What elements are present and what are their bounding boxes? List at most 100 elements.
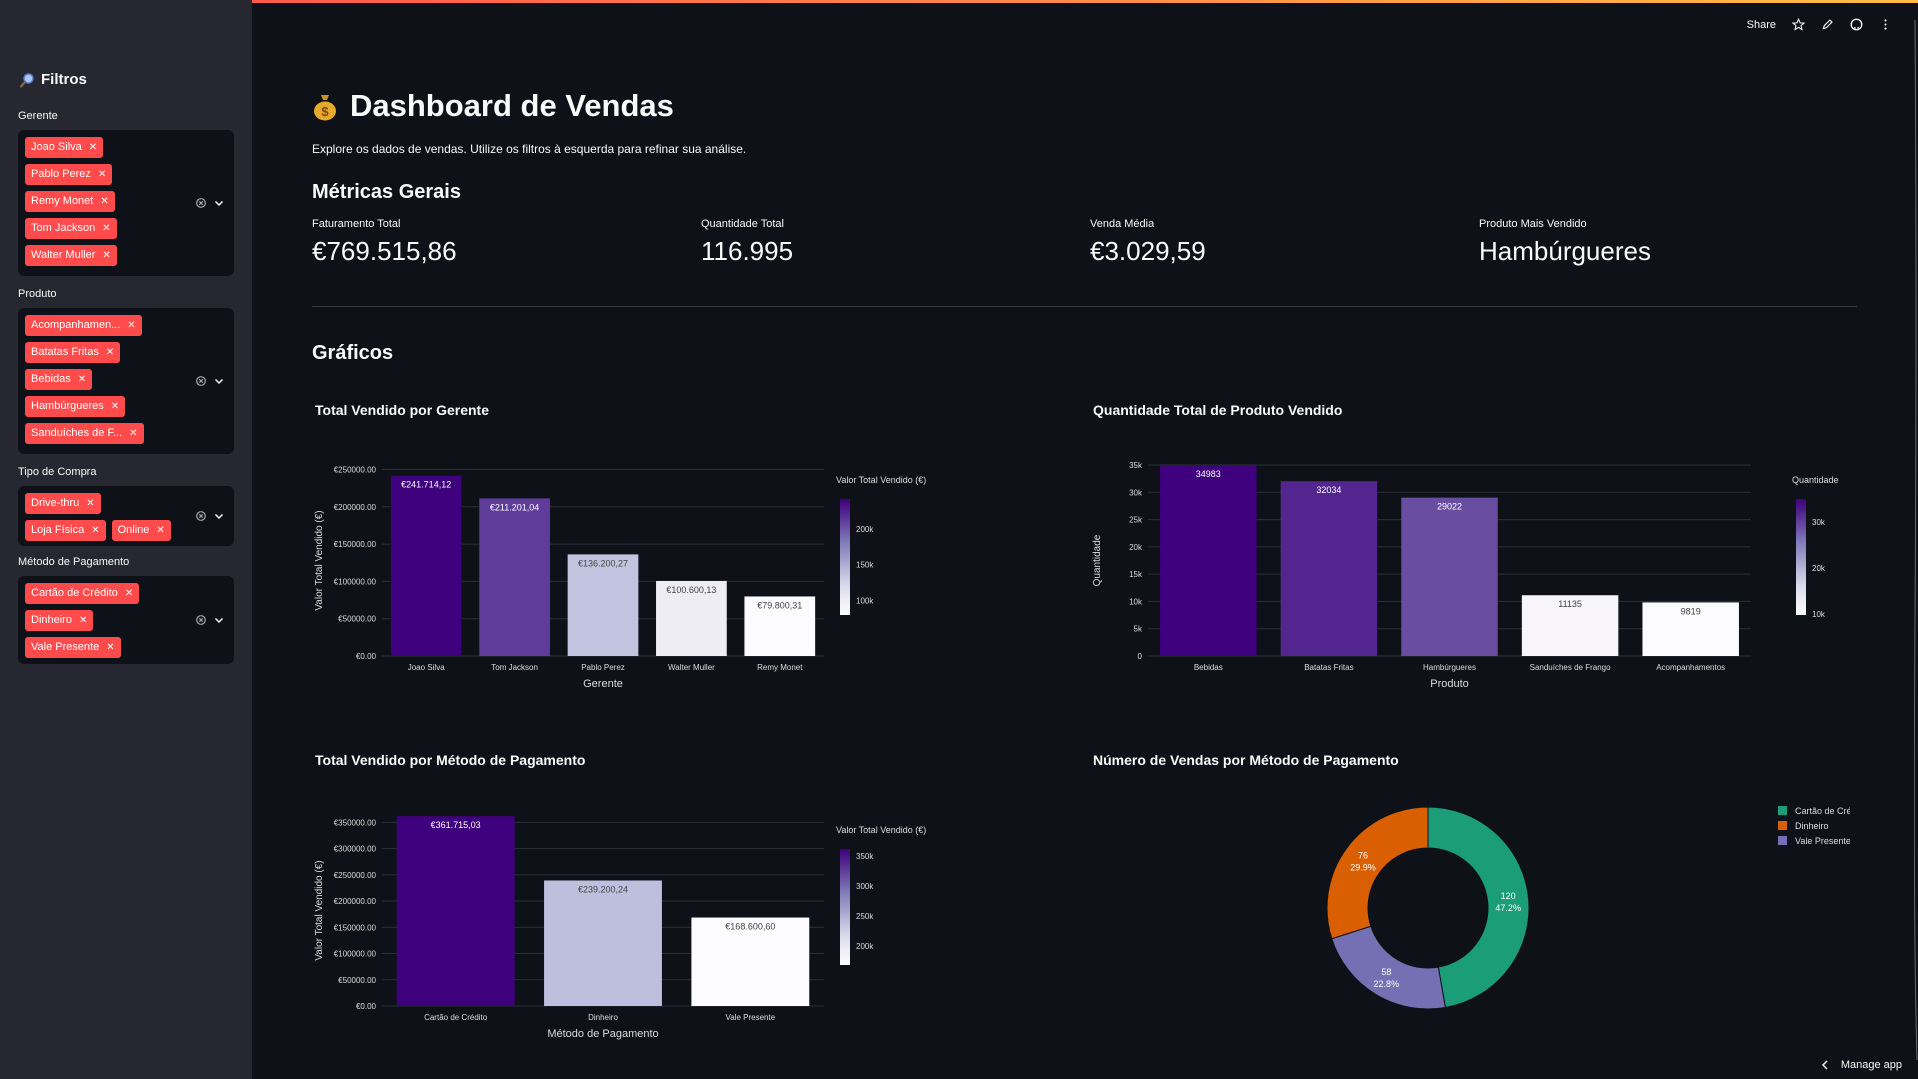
edit-icon[interactable] <box>1821 18 1834 31</box>
bar-value-label: €239.200,24 <box>578 884 628 894</box>
chevron-down-icon[interactable] <box>214 376 224 386</box>
metric-label: Quantidade Total <box>701 218 784 230</box>
remove-tag-icon[interactable]: ✕ <box>77 374 87 385</box>
remove-tag-icon[interactable]: ✕ <box>100 196 109 207</box>
remove-tag-icon[interactable]: ✕ <box>105 347 115 358</box>
filter-tag[interactable]: Pablo Perez ✕ <box>25 164 113 185</box>
chevron-left-icon <box>1821 1060 1828 1070</box>
clear-all-icon[interactable] <box>196 615 206 625</box>
chevron-down-icon[interactable] <box>214 615 224 625</box>
x-tick-label: Hambúrgueres <box>1423 663 1476 672</box>
multiselect[interactable]: Cartão de Crédito ✕ Dinheiro ✕ Vale Presente… <box>18 576 234 664</box>
bar-value-label: €79.800,31 <box>757 600 802 610</box>
multiselect[interactable]: Acompanhamen... ✕ Batatas Fritas ✕ Bebidas ✕ H… <box>18 308 234 454</box>
colorbar-tick-label: 30k <box>1812 518 1826 527</box>
chevron-down-icon[interactable] <box>214 511 224 521</box>
remove-tag-icon[interactable]: ✕ <box>78 615 88 626</box>
page-description: Explore os dados de vendas. Utilize os f… <box>312 142 747 156</box>
legend-swatch <box>1778 836 1787 845</box>
chart-produto[interactable]: 0 5k 10k 15k 20k 25k 30k 35k Quantidade 34983 Bebi… <box>1090 440 1850 710</box>
page-title-text: Dashboard de Vendas <box>350 88 674 123</box>
chart-title-pagamento: Total Vendido por Método de Pagamento <box>315 752 586 768</box>
x-tick-label: Pablo Perez <box>581 663 625 672</box>
star-icon[interactable] <box>1792 18 1805 31</box>
filter-tag-label: Tom Jackson <box>31 222 96 234</box>
remove-tag-icon[interactable]: ✕ <box>127 320 136 331</box>
filter-tag[interactable]: Vale Presente ✕ <box>25 637 121 658</box>
chevron-down-icon[interactable] <box>214 198 224 208</box>
colorbar-tick-label: 200k <box>856 525 874 534</box>
bar <box>744 596 816 656</box>
slice-percent-label: 22.8% <box>1374 979 1400 989</box>
filter-tag[interactable]: Walter Muller ✕ <box>25 245 117 266</box>
y-tick-label: 35k <box>1129 461 1143 470</box>
filter-tag[interactable]: Online ✕ <box>111 520 171 541</box>
github-icon[interactable] <box>1850 18 1863 31</box>
filter-tag[interactable]: Remy Monet ✕ <box>25 191 115 212</box>
slice-value-label: 120 <box>1501 891 1516 901</box>
colorbar-tick-label: 150k <box>856 561 874 570</box>
bar <box>656 580 727 656</box>
remove-tag-icon[interactable]: ✕ <box>88 142 98 153</box>
x-tick-label: Cartão de Crédito <box>424 1013 488 1022</box>
bar-value-label: 11135 <box>1558 599 1582 609</box>
pie-slice <box>1326 806 1429 940</box>
filter-tag-label: Remy Monet <box>31 195 94 207</box>
filter-tag-label: Drive-thru <box>31 497 80 509</box>
y-tick-label: €150000.00 <box>334 540 377 549</box>
scroll-indicator[interactable] <box>1914 20 1918 1060</box>
bar <box>1642 602 1739 656</box>
remove-tag-icon[interactable]: ✕ <box>124 588 134 599</box>
x-tick-label: Dinheiro <box>588 1013 618 1022</box>
metric-quantidade: Quantidade Total 116.995 <box>701 218 793 267</box>
colorbar-title: Valor Total Vendido (€) <box>836 475 926 485</box>
legend-swatch <box>1778 806 1787 815</box>
clear-all-icon[interactable] <box>196 198 206 208</box>
multiselect[interactable]: Drive-thru ✕ Loja Física ✕ Online ✕ <box>18 486 234 546</box>
remove-tag-icon[interactable]: ✕ <box>97 169 107 180</box>
remove-tag-icon[interactable]: ✕ <box>91 525 100 536</box>
filter-tag[interactable]: Dinheiro ✕ <box>25 610 94 631</box>
metric-value: €3.029,59 <box>1090 236 1206 266</box>
chart-title-produto: Quantidade Total de Produto Vendido <box>1093 402 1343 418</box>
x-axis-label: Produto <box>1430 678 1469 690</box>
remove-tag-icon[interactable]: ✕ <box>86 498 95 509</box>
filter-tag[interactable]: Hambúrgueres ✕ <box>25 396 126 417</box>
filter-tag[interactable]: Batatas Fritas ✕ <box>25 342 121 363</box>
filter-label: Produto <box>18 288 57 300</box>
remove-tag-icon[interactable]: ✕ <box>106 642 115 653</box>
multiselect[interactable]: Joao Silva ✕ Pablo Perez ✕ Remy Monet ✕ Tom Ja… <box>18 130 234 276</box>
remove-tag-icon[interactable]: ✕ <box>102 250 111 261</box>
remove-tag-icon[interactable]: ✕ <box>129 428 138 439</box>
x-tick-label: Joao Silva <box>408 663 445 672</box>
remove-tag-icon[interactable]: ✕ <box>102 223 111 234</box>
remove-tag-icon[interactable]: ✕ <box>110 401 120 412</box>
clear-all-icon[interactable] <box>196 376 206 386</box>
bar-value-label: €100.600,13 <box>666 585 716 595</box>
filter-tag[interactable]: Loja Física ✕ <box>25 520 106 541</box>
top-decoration-bar <box>0 0 1918 3</box>
share-button[interactable]: Share <box>1746 18 1776 31</box>
chart-pagamento[interactable]: €0.00 €50000.00 €100000.00 €150000.00 €20000… <box>312 790 1072 1060</box>
filter-tag[interactable]: Joao Silva ✕ <box>25 137 104 158</box>
chart-vendas-pie[interactable]: 120 47.2% 58 22.8% 76 29.9% Cartão de Crédito D… <box>1090 790 1850 1020</box>
chart-gerente[interactable]: €0.00 €50000.00 €100000.00 €150000.00 €20000… <box>312 440 1072 710</box>
colorbar-tick-label: 10k <box>1812 610 1826 619</box>
y-tick-label: 10k <box>1129 597 1143 606</box>
filter-tag[interactable]: Acompanhamen... ✕ <box>25 315 142 336</box>
filter-tag[interactable]: Sanduíches de F... ✕ <box>25 423 144 444</box>
more-vertical-icon[interactable] <box>1879 18 1892 31</box>
filter-tag[interactable]: Tom Jackson ✕ <box>25 218 117 239</box>
colorbar-tick-label: 250k <box>856 912 874 921</box>
multiselect-controls <box>196 511 224 521</box>
filter-tag[interactable]: Cartão de Crédito ✕ <box>25 583 140 604</box>
filter-tag[interactable]: Bebidas ✕ <box>25 369 93 390</box>
clear-all-icon[interactable] <box>196 511 206 521</box>
y-tick-label: 30k <box>1129 488 1143 497</box>
remove-tag-icon[interactable]: ✕ <box>156 525 165 536</box>
filter-tag-label: Pablo Perez <box>31 168 91 180</box>
manage-app-button[interactable]: Manage app <box>1821 1059 1902 1071</box>
bar-value-label: €361.715,03 <box>431 820 481 830</box>
filter-tag[interactable]: Drive-thru ✕ <box>25 493 101 514</box>
filter-tag-label: Cartão de Crédito <box>31 587 118 599</box>
